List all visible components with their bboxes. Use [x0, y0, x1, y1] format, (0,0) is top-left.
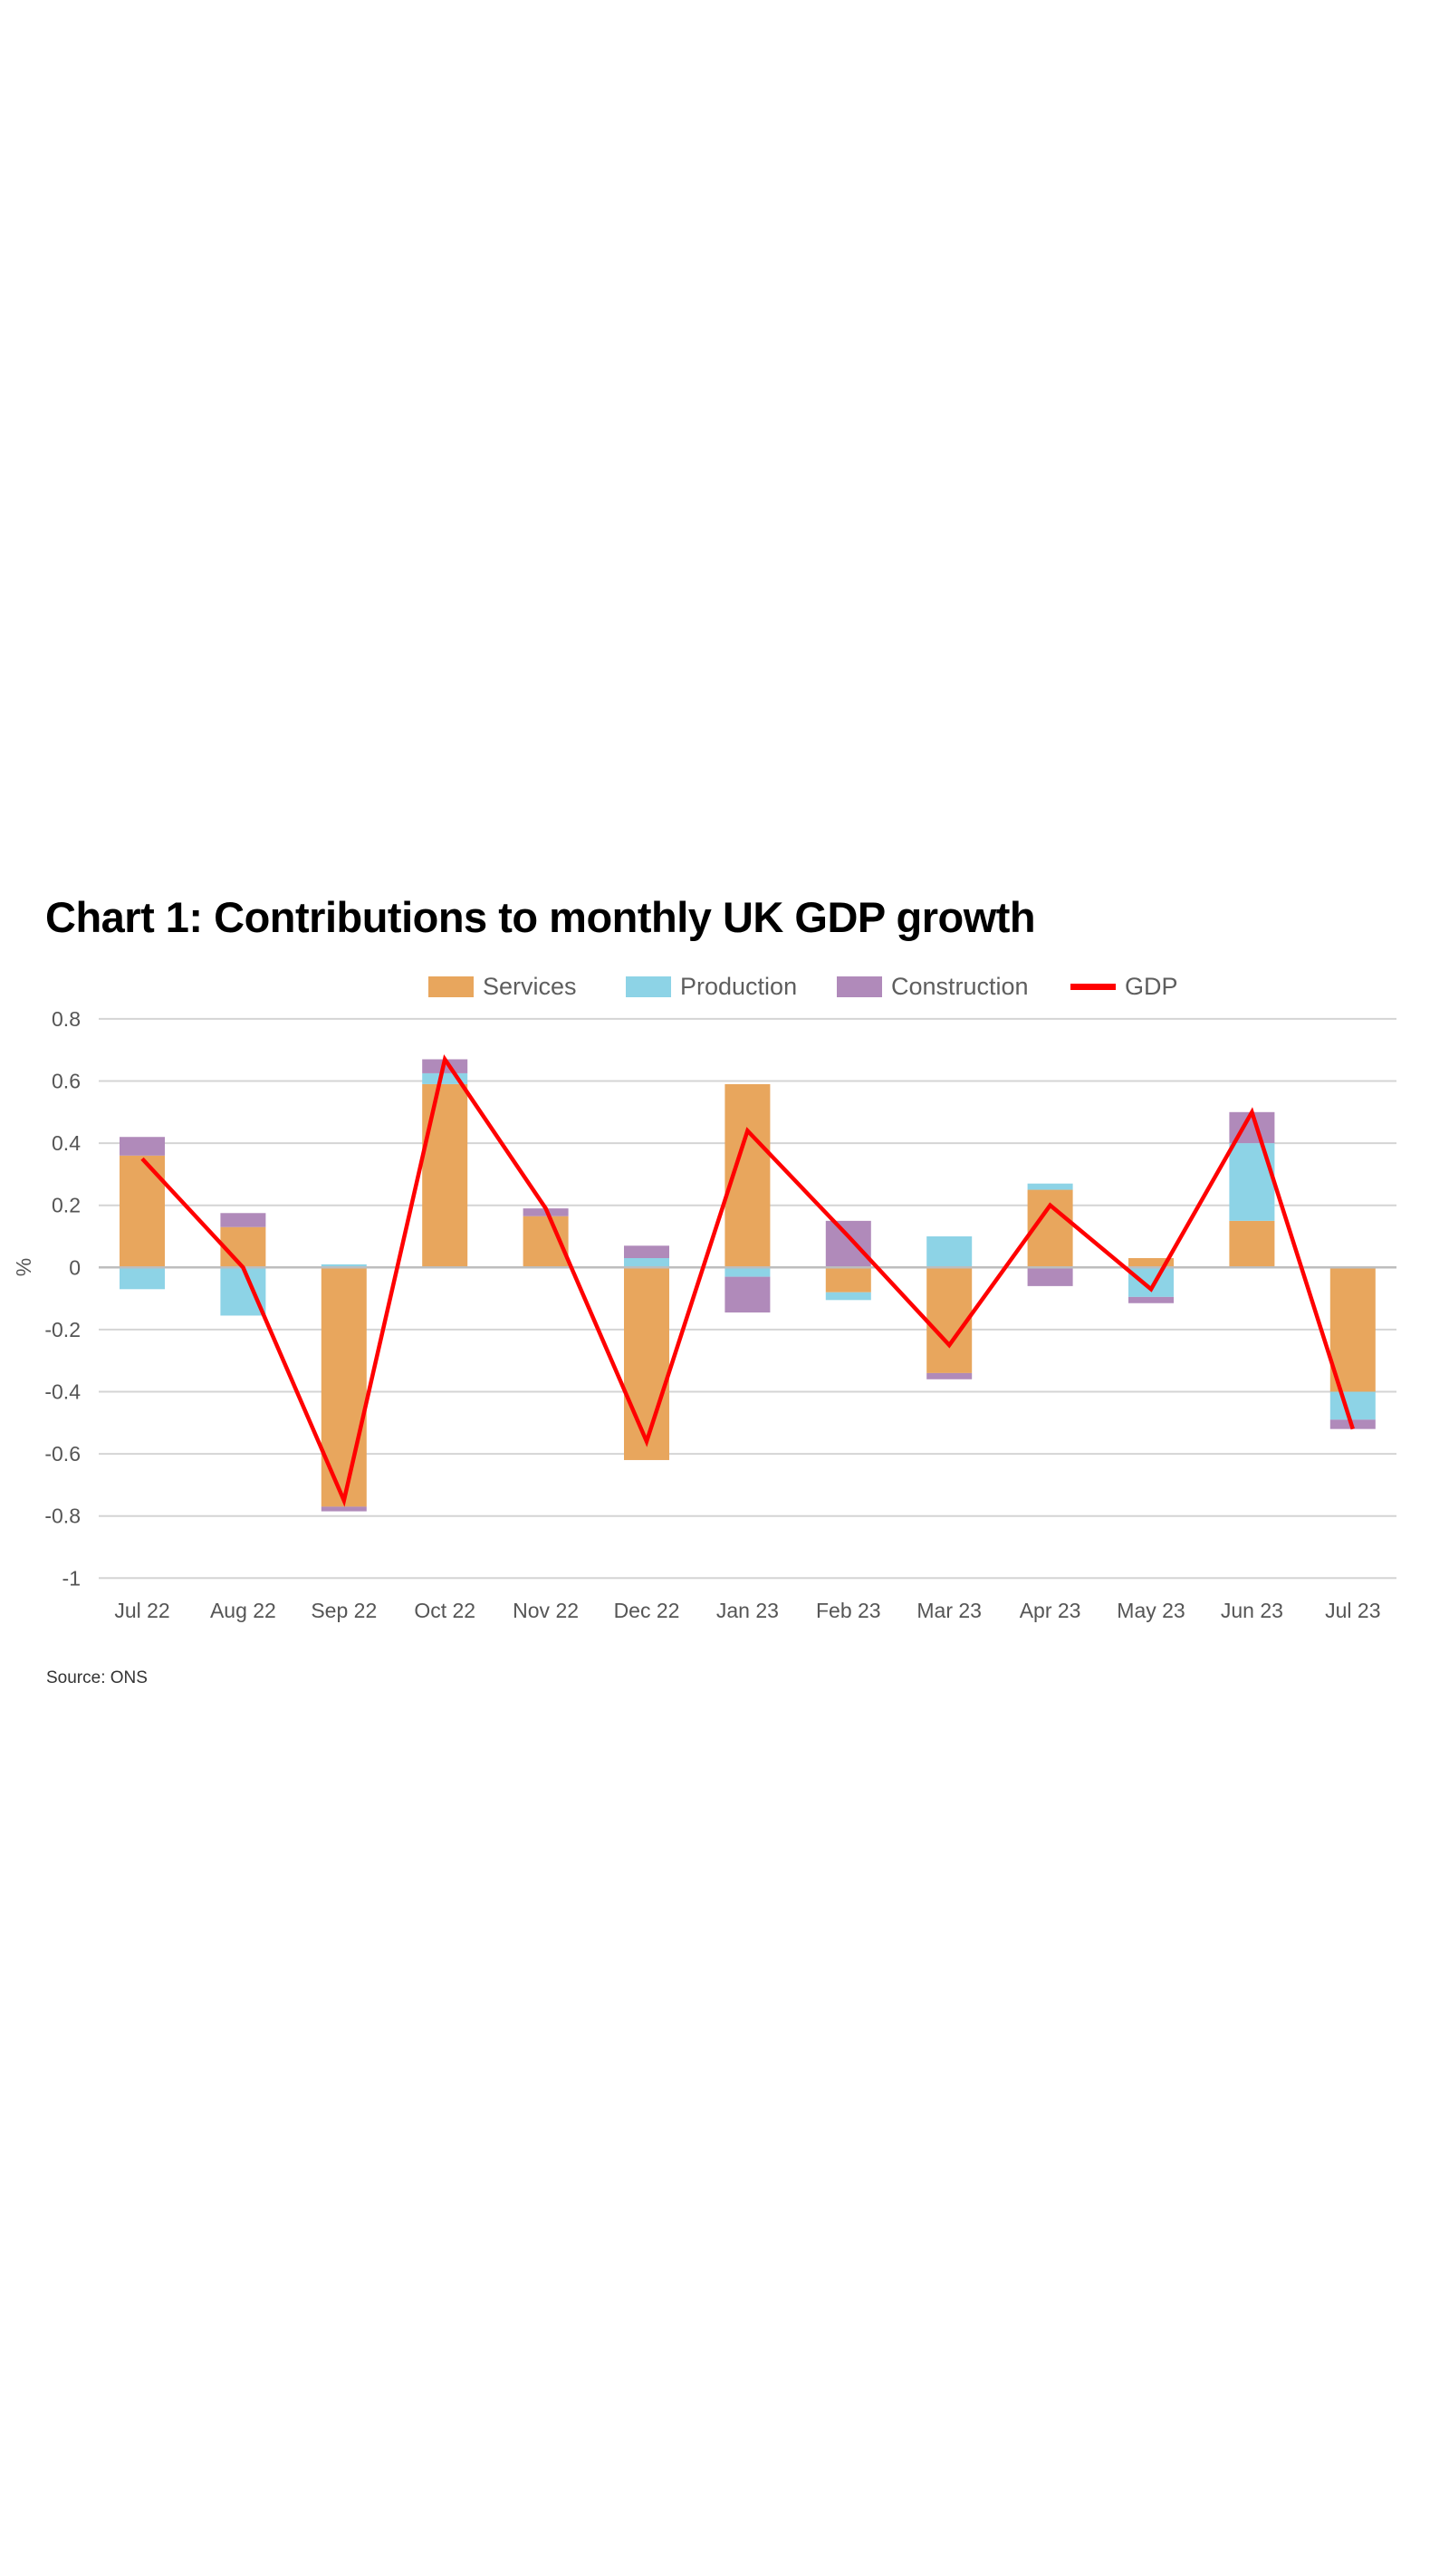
x-tick-label: Jan 23 — [716, 1599, 779, 1622]
bar-segment-production — [926, 1236, 973, 1268]
bar-segment-services — [1329, 1267, 1376, 1392]
bar-segment-construction — [724, 1276, 771, 1313]
x-tick-label: Jul 23 — [1325, 1599, 1380, 1622]
bar-segment-construction — [1027, 1267, 1073, 1286]
x-tick-label: Oct 22 — [414, 1599, 475, 1622]
legend-swatch-services — [428, 976, 474, 997]
bar-segment-construction — [1128, 1296, 1174, 1303]
bar-segment-construction — [321, 1506, 367, 1512]
y-tick-label: -1 — [62, 1566, 81, 1590]
bar-segment-construction — [825, 1220, 871, 1268]
legend-swatch-construction — [837, 976, 882, 997]
y-axis-title: % — [12, 1258, 35, 1276]
x-axis-ticks: Jul 22 Aug 22 Sep 22 Oct 22 Nov 22 Dec 22 Jan … — [114, 1599, 1380, 1622]
bar-segment-services — [220, 1226, 266, 1268]
y-tick-label: 0 — [69, 1255, 81, 1279]
y-tick-label: 0.4 — [52, 1131, 81, 1155]
legend-label-production: Production — [680, 972, 798, 1000]
bar-segment-construction — [624, 1245, 669, 1259]
bar-segment-services — [120, 1155, 165, 1268]
x-tick-label: Jun 23 — [1221, 1599, 1283, 1622]
bar-segment-production — [1329, 1391, 1376, 1420]
y-tick-label: 0.6 — [52, 1070, 81, 1093]
bar-segment-services — [422, 1083, 468, 1268]
y-axis-ticks: 0.8 0.6 0.4 0.2 0 -0.2 -0.4 -0.6 -0.8 -1 — [44, 1007, 81, 1590]
x-tick-label: Apr 23 — [1020, 1599, 1081, 1622]
legend-item-services: Services — [428, 971, 577, 1002]
chart-legend: Services Production Construction GDP — [0, 971, 1449, 1002]
bar-segment-production — [120, 1267, 165, 1290]
bar-segment-production — [220, 1267, 266, 1316]
bar-segment-production — [321, 1264, 367, 1268]
y-tick-label: -0.8 — [44, 1504, 81, 1528]
bar-segment-services — [321, 1267, 367, 1507]
bar-segment-production — [1128, 1267, 1174, 1297]
chart-title: Chart 1: Contributions to monthly UK GDP… — [45, 893, 1036, 941]
x-tick-label: Dec 22 — [614, 1599, 680, 1622]
bar-segment-construction — [220, 1213, 266, 1227]
bar-segment-production — [1229, 1143, 1275, 1221]
bar-segment-services — [825, 1267, 871, 1293]
legend-item-construction: Construction — [837, 971, 1029, 1002]
bar-segment-production — [1027, 1183, 1073, 1190]
y-tick-label: 0.8 — [52, 1007, 81, 1031]
legend-label-gdp: GDP — [1125, 972, 1178, 1000]
x-tick-label: Aug 22 — [210, 1599, 276, 1622]
x-tick-label: Mar 23 — [916, 1599, 982, 1622]
gdp-line — [140, 1053, 1355, 1507]
y-tick-label: 0.2 — [52, 1194, 81, 1217]
x-tick-label: Sep 22 — [311, 1599, 377, 1622]
legend-item-gdp: GDP — [1070, 971, 1178, 1002]
bar-segment-production — [724, 1267, 771, 1277]
bar-segment-services — [1229, 1220, 1275, 1268]
x-tick-label: Nov 22 — [513, 1599, 579, 1622]
bar-segment-production — [624, 1258, 669, 1268]
bar-segment-production — [825, 1292, 871, 1301]
bar-segment-construction — [120, 1137, 165, 1156]
legend-line-gdp — [1070, 983, 1116, 990]
bar-segment-services — [926, 1267, 973, 1373]
bar-segment-services — [1128, 1258, 1174, 1268]
x-tick-label: Feb 23 — [816, 1599, 881, 1622]
bar-segment-construction — [926, 1372, 973, 1379]
legend-item-production: Production — [626, 971, 797, 1002]
bars — [120, 1059, 1376, 1512]
x-tick-label: Jul 22 — [114, 1599, 169, 1622]
x-tick-label: May 23 — [1117, 1599, 1185, 1622]
y-tick-label: -0.4 — [44, 1380, 81, 1404]
legend-swatch-production — [626, 976, 671, 997]
legend-label-construction: Construction — [891, 972, 1029, 1000]
legend-label-services: Services — [483, 972, 577, 1000]
source-note: Source: ONS — [46, 1668, 148, 1687]
bar-segment-services — [624, 1267, 669, 1460]
y-tick-label: -0.6 — [44, 1442, 81, 1466]
y-tick-label: -0.2 — [44, 1318, 81, 1341]
